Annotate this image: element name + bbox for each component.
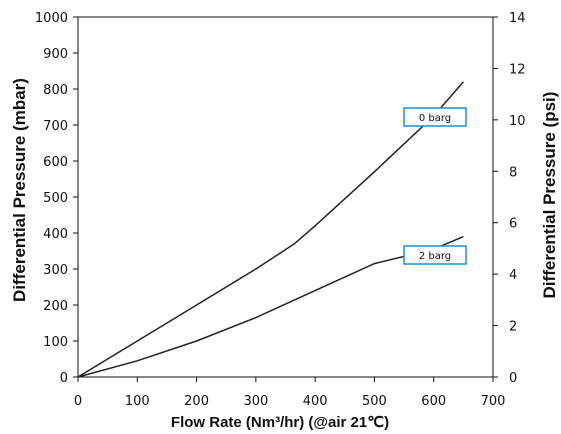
y-right-tick-label: 4 (509, 268, 517, 283)
series-label: 2 barg (419, 251, 451, 262)
y-left-tick-label: 500 (43, 191, 68, 206)
y-right-tick-label: 12 (509, 62, 526, 77)
y-left-tick-label: 600 (43, 155, 68, 170)
y-right-tick-label: 14 (509, 11, 526, 26)
y-axis-left-ticks: 0 100 200 300 400 500 600 700 800 900 1000 (35, 11, 78, 386)
y-left-tick-label: 800 (43, 83, 68, 98)
x-tick-label: 100 (125, 394, 150, 409)
y-left-tick-label: 400 (43, 227, 68, 242)
x-tick-label: 600 (421, 394, 446, 409)
series-label-box (403, 245, 467, 265)
x-tick-label: 300 (243, 394, 268, 409)
series-label-box (403, 107, 467, 127)
y-axis-left-title: Differential Pressure (mbar) (10, 78, 29, 302)
y-left-tick-label: 0 (60, 371, 68, 386)
y-left-tick-label: 1000 (35, 11, 68, 26)
y-right-tick-label: 6 (509, 217, 517, 232)
y-right-tick-label: 0 (509, 371, 517, 386)
y-left-tick-label: 300 (43, 263, 68, 278)
x-tick-label: 0 (74, 394, 82, 409)
x-tick-label: 200 (184, 394, 209, 409)
series-annotations: 0 barg 2 barg (403, 107, 467, 265)
y-left-tick-label: 100 (43, 335, 68, 350)
y-left-tick-label: 200 (43, 299, 68, 314)
y-axis-right-ticks: 0 2 4 6 8 10 12 14 (493, 11, 526, 386)
x-axis-title: Flow Rate (Nm³/hr) (@air 21℃) (171, 414, 389, 431)
y-left-tick-label: 900 (43, 47, 68, 62)
series-label: 0 barg (419, 113, 451, 124)
x-tick-label: 400 (303, 394, 328, 409)
x-tick-label: 700 (481, 394, 506, 409)
x-tick-label: 500 (362, 394, 387, 409)
y-right-tick-label: 2 (509, 320, 517, 335)
x-axis-ticks: 0 100 200 300 400 500 600 700 (74, 377, 506, 409)
series-line-0-barg (77, 81, 464, 378)
y-axis-right-title: Differential Pressure (psi) (540, 92, 559, 299)
y-right-tick-label: 8 (509, 165, 517, 180)
y-left-tick-label: 700 (43, 119, 68, 134)
y-right-tick-label: 10 (509, 114, 526, 129)
plot-area-frame (77, 16, 494, 378)
